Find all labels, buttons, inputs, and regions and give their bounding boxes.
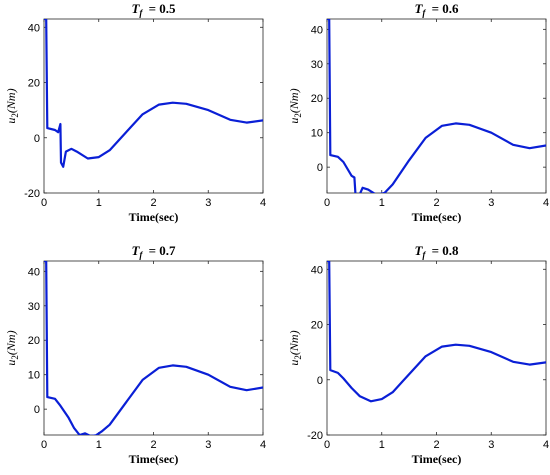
y-tick-label: -20 — [24, 188, 40, 200]
y-label-symbol: u — [4, 118, 18, 124]
x-tick-label: 3 — [488, 439, 494, 451]
x-tick-label: 4 — [543, 197, 549, 209]
y-label-symbol: u — [4, 360, 18, 366]
y-tick-label: 20 — [311, 93, 323, 105]
title-value: = 0.6 — [428, 1, 459, 16]
y-tick-label: 10 — [28, 370, 40, 382]
y-label-symbol: u — [287, 360, 301, 366]
y-label-unit: (Nm) — [287, 88, 301, 113]
x-tick-label: 0 — [41, 197, 47, 209]
x-axis-label: Time(sec) — [129, 210, 179, 224]
x-tick-label: 1 — [379, 197, 385, 209]
x-axis-label: Time(sec) — [412, 210, 462, 224]
title-subscript: f — [139, 8, 143, 18]
subplot-title: Tf = 0.8 — [414, 243, 459, 260]
y-label-subscript: 2 — [10, 355, 20, 360]
plot-frame — [326, 260, 547, 436]
series-line — [327, 19, 546, 193]
x-tick-label: 1 — [96, 439, 102, 451]
subplot-title: Tf = 0.5 — [131, 1, 176, 18]
y-tick-label: 10 — [311, 128, 323, 140]
y-label-unit: (Nm) — [4, 88, 18, 113]
x-tick-label: 2 — [150, 197, 156, 209]
x-tick-label: 4 — [260, 197, 266, 209]
y-tick-label: 0 — [317, 162, 323, 174]
x-tick-label: 3 — [488, 197, 494, 209]
y-axis-label: u2(Nm) — [4, 88, 20, 123]
y-tick-label: 30 — [311, 59, 323, 71]
title-subscript: f — [422, 250, 426, 260]
x-tick-label: 2 — [433, 439, 439, 451]
title-symbol: T — [414, 243, 423, 258]
y-label-unit: (Nm) — [4, 330, 18, 355]
title-symbol: T — [131, 243, 140, 258]
y-label-subscript: 2 — [293, 355, 303, 360]
y-label-subscript: 2 — [293, 113, 303, 118]
y-tick-label: 0 — [34, 133, 40, 145]
y-tick-label: 40 — [28, 22, 40, 34]
y-tick-label: 20 — [28, 78, 40, 90]
x-tick-label: 0 — [324, 439, 330, 451]
x-tick-label: 0 — [41, 439, 47, 451]
y-tick-label: 0 — [317, 375, 323, 387]
x-axis-label: Time(sec) — [129, 452, 179, 466]
x-tick-label: 2 — [150, 439, 156, 451]
title-subscript: f — [422, 8, 426, 18]
title-subscript: f — [139, 250, 143, 260]
title-symbol: T — [131, 1, 140, 16]
subplot-title: Tf = 0.6 — [414, 1, 459, 18]
series-line — [327, 261, 546, 403]
y-tick-label: 40 — [28, 266, 40, 278]
y-tick-label: 20 — [28, 335, 40, 347]
y-tick-label: 40 — [311, 24, 323, 36]
y-label-subscript: 2 — [10, 113, 20, 118]
y-tick-label: 0 — [34, 404, 40, 416]
series-line — [44, 261, 263, 435]
title-value: = 0.7 — [145, 243, 176, 258]
subplot-title: Tf = 0.7 — [131, 243, 176, 260]
x-tick-label: 1 — [379, 439, 385, 451]
y-tick-label: 30 — [28, 301, 40, 313]
title-value: = 0.8 — [428, 243, 459, 258]
plot-frame — [43, 18, 264, 194]
plot-frame — [326, 18, 547, 194]
y-axis-label: u2(Nm) — [287, 330, 303, 365]
x-axis-label: Time(sec) — [412, 452, 462, 466]
y-label-unit: (Nm) — [287, 330, 301, 355]
x-tick-label: 4 — [260, 439, 266, 451]
x-tick-label: 0 — [324, 197, 330, 209]
y-tick-label: 20 — [311, 320, 323, 332]
plot-frame — [43, 260, 264, 436]
x-tick-label: 2 — [433, 197, 439, 209]
x-tick-label: 3 — [205, 197, 211, 209]
y-tick-label: 40 — [311, 264, 323, 276]
series-line — [44, 19, 263, 168]
y-axis-label: u2(Nm) — [287, 88, 303, 123]
x-tick-label: 4 — [543, 439, 549, 451]
x-tick-label: 1 — [96, 197, 102, 209]
title-symbol: T — [414, 1, 423, 16]
x-tick-label: 3 — [205, 439, 211, 451]
y-label-symbol: u — [287, 118, 301, 124]
y-tick-label: -20 — [307, 430, 323, 442]
title-value: = 0.5 — [145, 1, 176, 16]
y-axis-label: u2(Nm) — [4, 330, 20, 365]
